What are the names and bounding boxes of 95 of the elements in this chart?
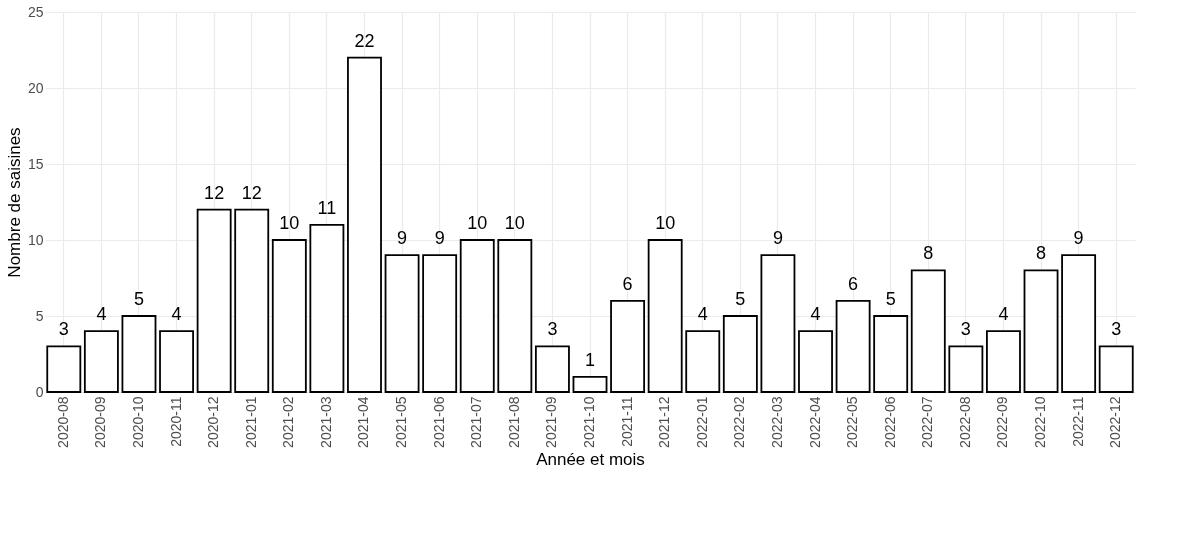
data-label: 6 <box>622 273 633 294</box>
x-tick-label: 2020-12 <box>205 396 222 448</box>
bar <box>948 345 984 393</box>
bar <box>459 239 495 393</box>
bar <box>1023 269 1059 393</box>
data-label: 6 <box>848 273 859 294</box>
data-label: 9 <box>434 228 445 249</box>
x-tick-label: 2022-12 <box>1107 396 1124 448</box>
x-tick-label: 2022-11 <box>1069 396 1086 447</box>
bar <box>234 208 270 393</box>
x-tick-label: 2022-06 <box>881 396 898 448</box>
data-label: 4 <box>810 304 821 325</box>
data-label: 5 <box>133 289 144 309</box>
x-tick-label: 2020-10 <box>129 396 146 448</box>
bar <box>647 239 683 393</box>
data-label: 3 <box>960 319 971 340</box>
x-tick-label: 2022-03 <box>768 396 785 448</box>
x-tick-label: 2021-06 <box>430 396 447 448</box>
data-label: 5 <box>735 289 746 309</box>
data-label: 5 <box>885 289 896 309</box>
bar <box>309 223 345 393</box>
data-label: 8 <box>1036 243 1047 264</box>
x-tick-label: 2022-10 <box>1032 396 1049 448</box>
bar <box>347 56 382 393</box>
bar <box>873 315 909 393</box>
bar <box>835 299 871 393</box>
bar <box>722 315 758 393</box>
x-tick-label: 2021-04 <box>355 396 372 448</box>
y-tick-label: 15 <box>27 155 44 172</box>
data-label: 12 <box>204 182 225 203</box>
x-tick-label: 2022-04 <box>806 396 823 448</box>
bar <box>1061 254 1097 393</box>
data-label: 9 <box>397 228 408 249</box>
x-tick-label: 2021-01 <box>242 396 259 448</box>
x-tick-label: 2022-08 <box>956 396 973 448</box>
bar <box>760 254 796 393</box>
data-label: 8 <box>923 243 934 264</box>
x-tick-label: 2022-01 <box>693 396 710 448</box>
bar <box>46 345 82 393</box>
x-tick-label: 2022-05 <box>844 396 861 448</box>
data-label: 9 <box>772 228 783 249</box>
x-tick-label: 2020-11 <box>167 396 184 447</box>
y-tick-label: 5 <box>35 307 44 324</box>
y-tick-label: 25 <box>27 3 44 20</box>
data-label: 10 <box>504 213 525 233</box>
y-tick-label: 0 <box>35 383 44 400</box>
x-axis-title: Année et mois <box>536 449 645 469</box>
data-label: 4 <box>171 304 182 325</box>
data-label: 4 <box>697 304 708 325</box>
x-tick-label: 2021-10 <box>581 396 597 448</box>
data-label: 10 <box>655 213 676 233</box>
bar <box>196 208 232 393</box>
x-tick-label: 2021-05 <box>393 396 410 448</box>
bar <box>83 330 119 393</box>
bar <box>422 254 458 393</box>
y-tick-label: 20 <box>27 79 44 96</box>
bar <box>798 330 833 393</box>
data-label: 10 <box>467 213 488 233</box>
x-tick-label: 2020-08 <box>54 396 71 448</box>
data-label: 22 <box>354 30 375 51</box>
bar <box>497 239 533 393</box>
bar <box>610 299 646 393</box>
data-label: 9 <box>1073 228 1084 249</box>
data-label: 3 <box>1111 319 1122 340</box>
x-tick-label: 2022-09 <box>994 396 1011 448</box>
x-tick-label: 2022-07 <box>919 396 936 448</box>
x-tick-label: 2021-12 <box>656 396 673 448</box>
bar <box>1098 345 1134 393</box>
data-label: 3 <box>547 319 558 340</box>
x-tick-label: 2021-08 <box>505 396 522 448</box>
bar <box>159 330 194 393</box>
y-tick-label: 10 <box>27 231 44 248</box>
data-label: 11 <box>317 197 337 218</box>
bar <box>986 330 1021 393</box>
bar <box>910 269 946 393</box>
data-label: 4 <box>998 304 1009 325</box>
x-tick-label: 2021-09 <box>543 396 560 448</box>
data-label: 10 <box>279 213 300 233</box>
bar <box>121 315 157 393</box>
bar <box>384 254 420 393</box>
x-tick-label: 2020-09 <box>92 396 109 448</box>
x-tick-label: 2022-02 <box>731 396 748 448</box>
bar <box>271 239 307 393</box>
bar <box>685 330 721 393</box>
x-tick-label: 2021-03 <box>317 396 334 448</box>
x-tick-label: 2021-11 <box>618 396 635 447</box>
data-label: 3 <box>58 319 69 340</box>
x-tick-label: 2021-02 <box>280 396 297 448</box>
data-label: 4 <box>96 304 107 325</box>
bar <box>572 375 608 393</box>
data-label: 12 <box>241 182 262 203</box>
bar <box>534 345 570 393</box>
data-label: 1 <box>584 349 596 370</box>
x-tick-label: 2021-07 <box>468 396 485 448</box>
y-axis-title: Nombre de saisines <box>4 127 24 278</box>
